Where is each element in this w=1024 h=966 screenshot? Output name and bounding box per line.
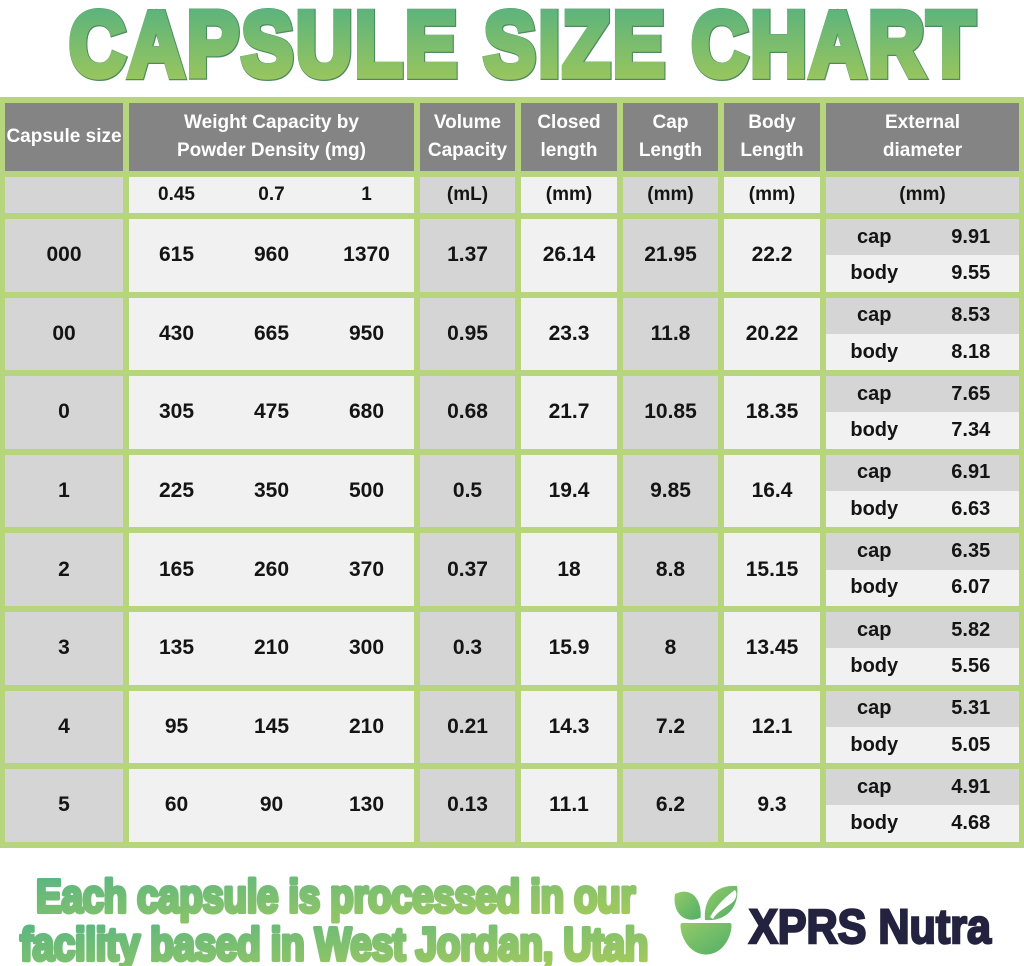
svg-text:Each capsule is processed in o: Each capsule is processed in our <box>36 870 635 922</box>
svg-text:facility based in West Jordan,: facility based in West Jordan, Utah <box>20 918 648 966</box>
svg-text:CAPSULE SIZE CHART: CAPSULE SIZE CHART <box>69 0 977 96</box>
svg-text:CAPSULE SIZE CHART: CAPSULE SIZE CHART <box>70 0 978 96</box>
svg-text:XPRS Nutra: XPRS Nutra <box>749 901 991 954</box>
